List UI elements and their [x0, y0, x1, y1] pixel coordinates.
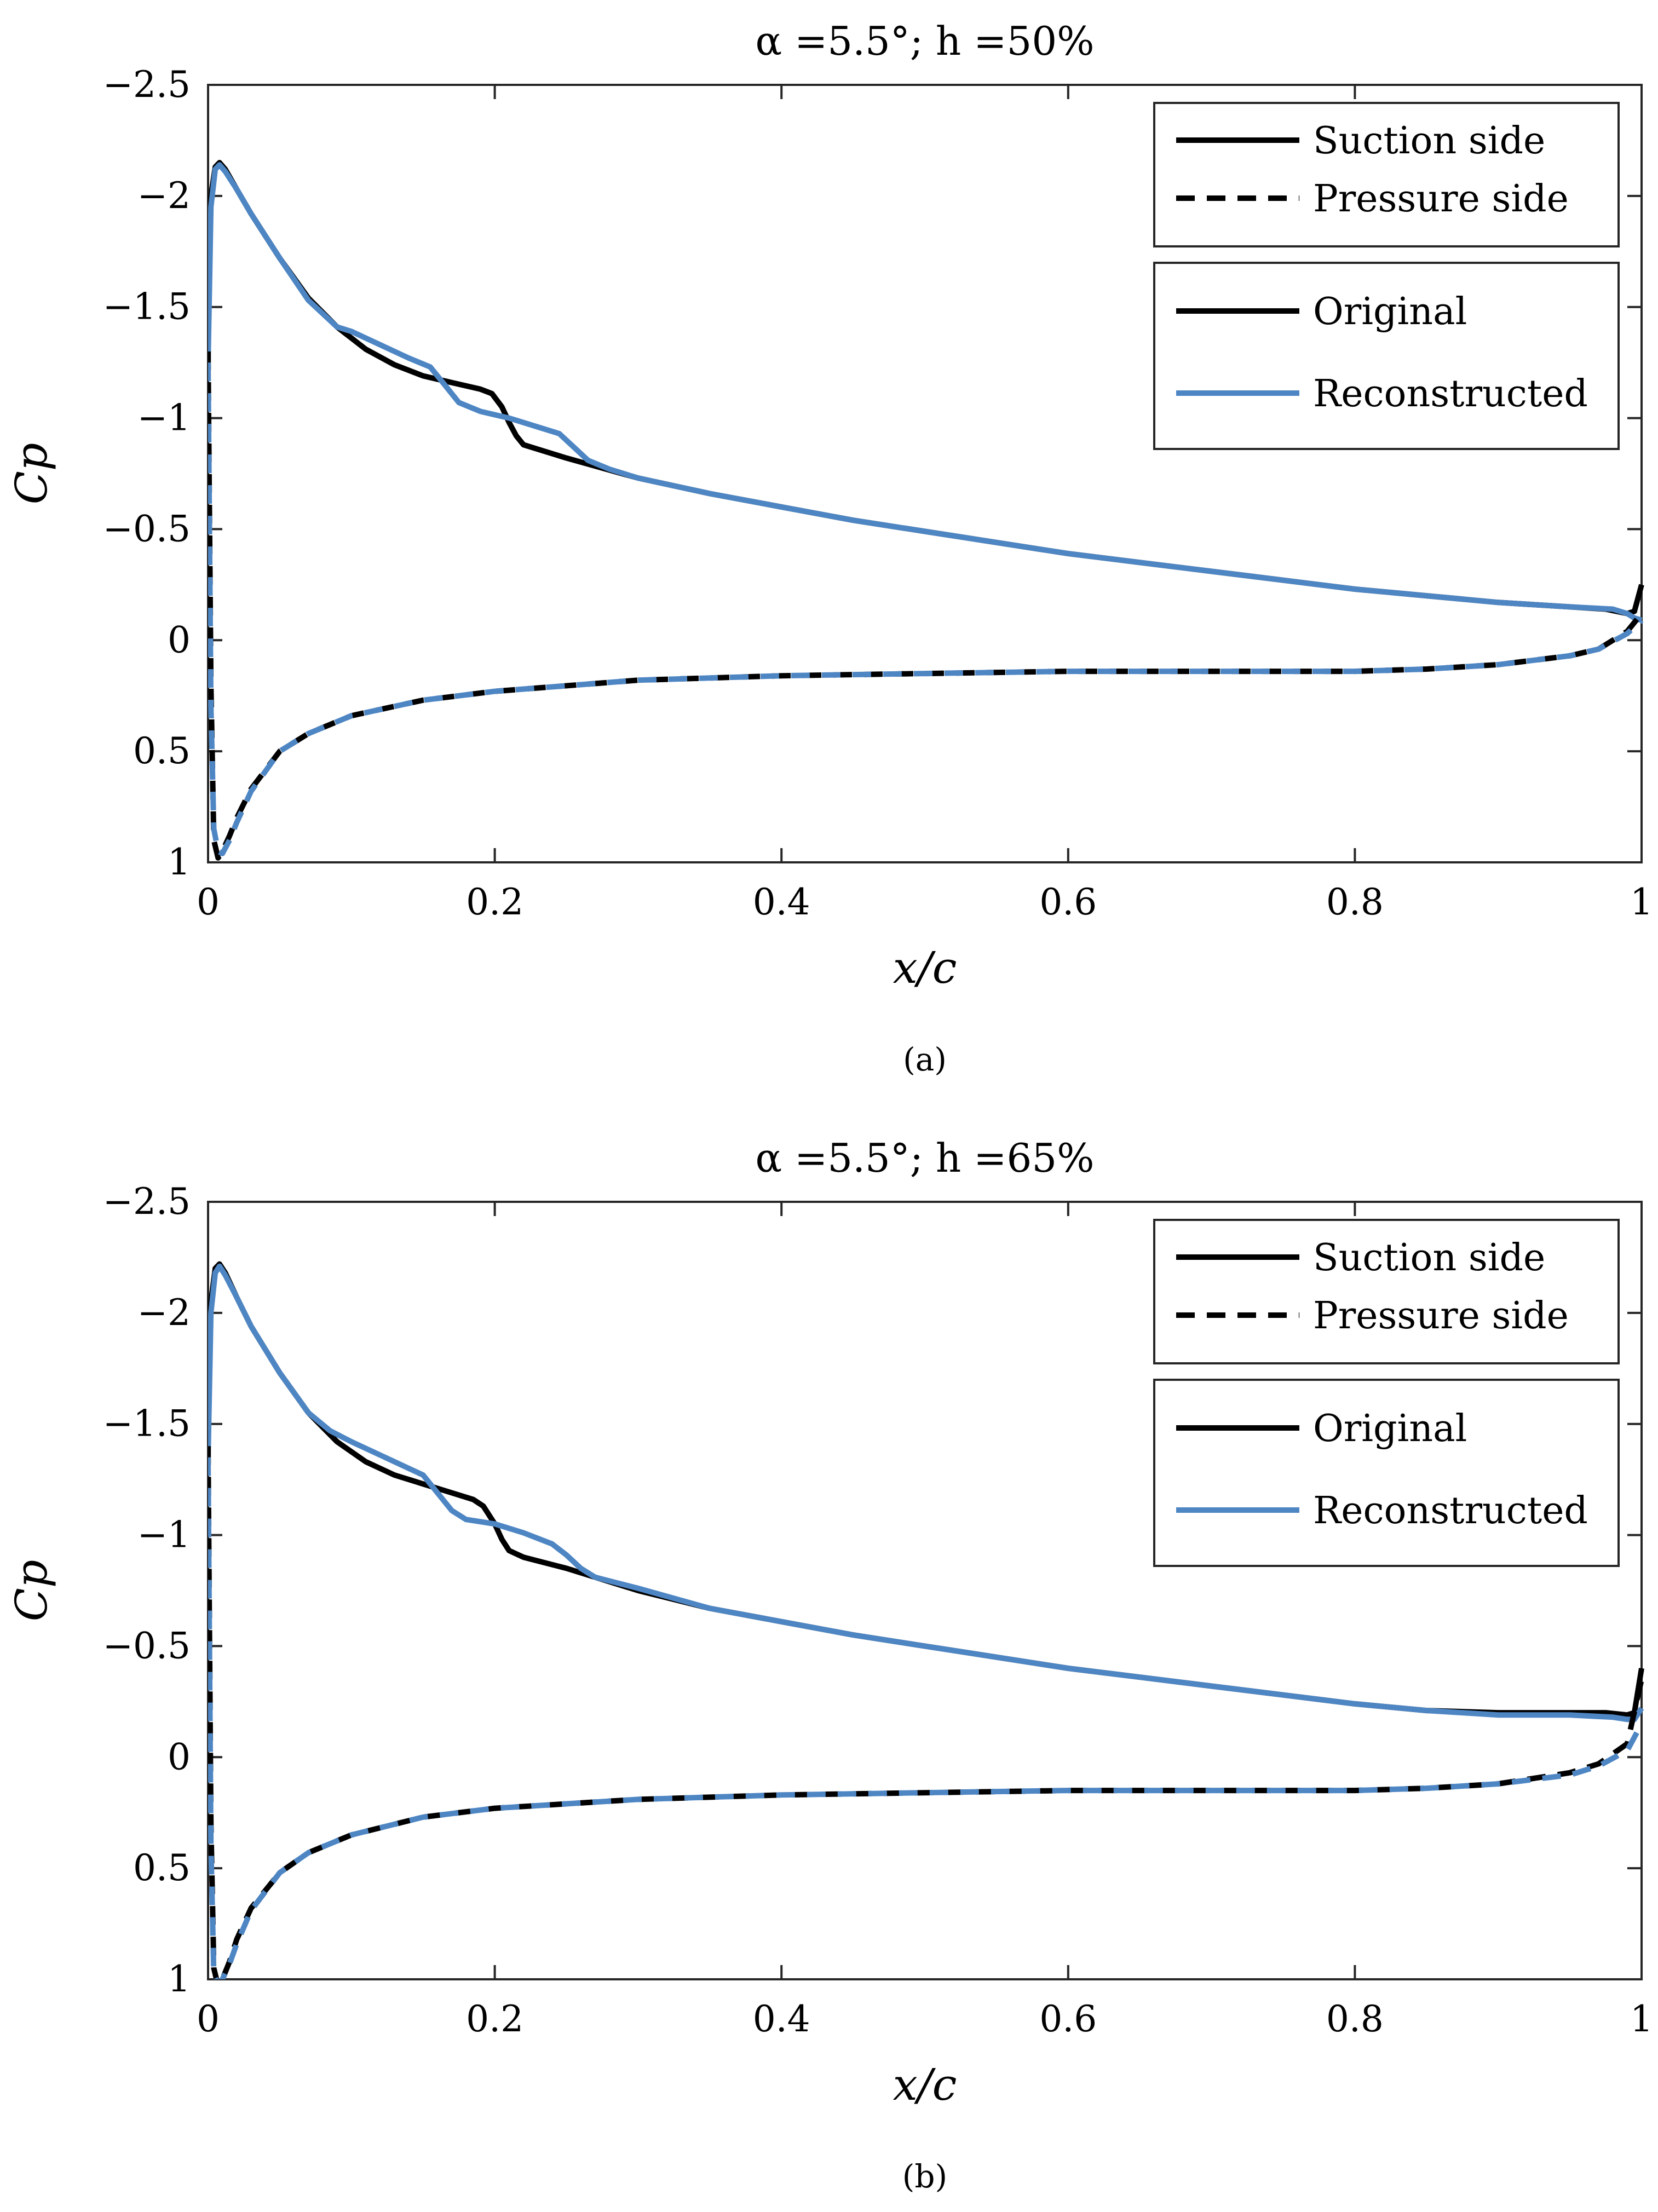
legend-label: Reconstructed	[1313, 372, 1588, 416]
y-tick-label: 0	[168, 619, 191, 661]
chart-title: α =5.5°; h =50%	[755, 18, 1094, 64]
y-axis-label: Cp	[6, 443, 57, 504]
legend-series: Original Reconstructed	[1153, 262, 1620, 450]
plot-frame	[207, 84, 1643, 863]
y-tick-label: 0.5	[133, 730, 191, 772]
y-tick-label: −2	[137, 175, 191, 217]
legend-box	[1153, 1219, 1620, 1364]
y-tick-label: −2	[137, 1292, 191, 1334]
chart-title: α =5.5°; h =65%	[755, 1135, 1094, 1181]
x-tick-label: 0.6	[1039, 1998, 1097, 2040]
x-axis-label: x/c	[893, 942, 957, 993]
x-tick-label: 0	[197, 881, 220, 923]
y-tick-label: 0	[168, 1736, 191, 1778]
x-axis-label: x/c	[893, 2059, 957, 2110]
legend-label: Suction side	[1313, 1236, 1545, 1280]
legend-label: Original	[1313, 1407, 1467, 1450]
panel-caption: (a)	[903, 1041, 947, 1078]
x-tick-label: 0.2	[466, 881, 523, 923]
series-group	[208, 160, 1644, 861]
legend-label: Suction side	[1313, 119, 1545, 163]
series-line-reconstructed-pressure	[208, 1457, 1644, 1979]
x-tick-label: 0.8	[1326, 1998, 1384, 2040]
y-tick-label: −0.5	[103, 1625, 191, 1667]
y-tick-label: −1	[137, 1514, 191, 1556]
legend-label: Reconstructed	[1313, 1489, 1588, 1533]
legend-box	[1153, 262, 1620, 450]
y-tick-label: −1.5	[103, 1403, 191, 1445]
legend-box	[1153, 1379, 1620, 1567]
y-axis-label: Cp	[6, 1560, 57, 1621]
series-line-reconstructed-suction	[208, 162, 1643, 623]
legend-line-style: Suction side Pressure side	[1153, 102, 1620, 247]
x-tick-label: 0.4	[753, 881, 810, 923]
panel-caption: (b)	[902, 2158, 947, 2195]
y-tick-label: −2.5	[103, 1180, 191, 1223]
y-tick-label: −1	[137, 397, 191, 439]
series-line-reconstructed-pressure	[208, 362, 1644, 856]
legend-line-style: Suction side Pressure side	[1153, 1219, 1620, 1364]
x-tick-label: 0.4	[753, 1998, 810, 2040]
x-tick-label: 0.2	[466, 1998, 523, 2040]
chart-panel-b: α =5.5°; h =65% 0 0.2 0.4 0.6 0.8 1 −2.5 −2 −1.5 −…	[6, 1135, 1653, 2195]
series-group	[208, 1261, 1644, 1979]
legend-box	[1153, 102, 1620, 247]
x-tick-label: 0.8	[1326, 881, 1384, 923]
series-line-reconstructed-suction	[208, 1263, 1644, 1723]
legend-label: Original	[1313, 290, 1467, 333]
legend-label: Pressure side	[1313, 1294, 1569, 1338]
x-tick-label: 0	[197, 1998, 220, 2040]
y-tick-label: 1	[168, 841, 191, 883]
y-tick-label: −0.5	[103, 508, 191, 550]
x-tick-label: 0.6	[1039, 881, 1097, 923]
y-tick-label: −1.5	[103, 286, 191, 328]
legend-label: Pressure side	[1313, 177, 1569, 221]
chart-panel-a: α =5.5°; h =50% 0 0.2 0.4 0.6 0.8 1 −2.5 −2 −1.5 −…	[6, 18, 1653, 1078]
x-tick-label: 1	[1630, 881, 1653, 923]
legend-series: Original Reconstructed	[1153, 1379, 1620, 1567]
y-tick-label: −2.5	[103, 64, 191, 106]
y-tick-label: 1	[168, 1958, 191, 2000]
y-tick-label: 0.5	[133, 1847, 191, 1889]
x-tick-label: 1	[1630, 1998, 1653, 2040]
